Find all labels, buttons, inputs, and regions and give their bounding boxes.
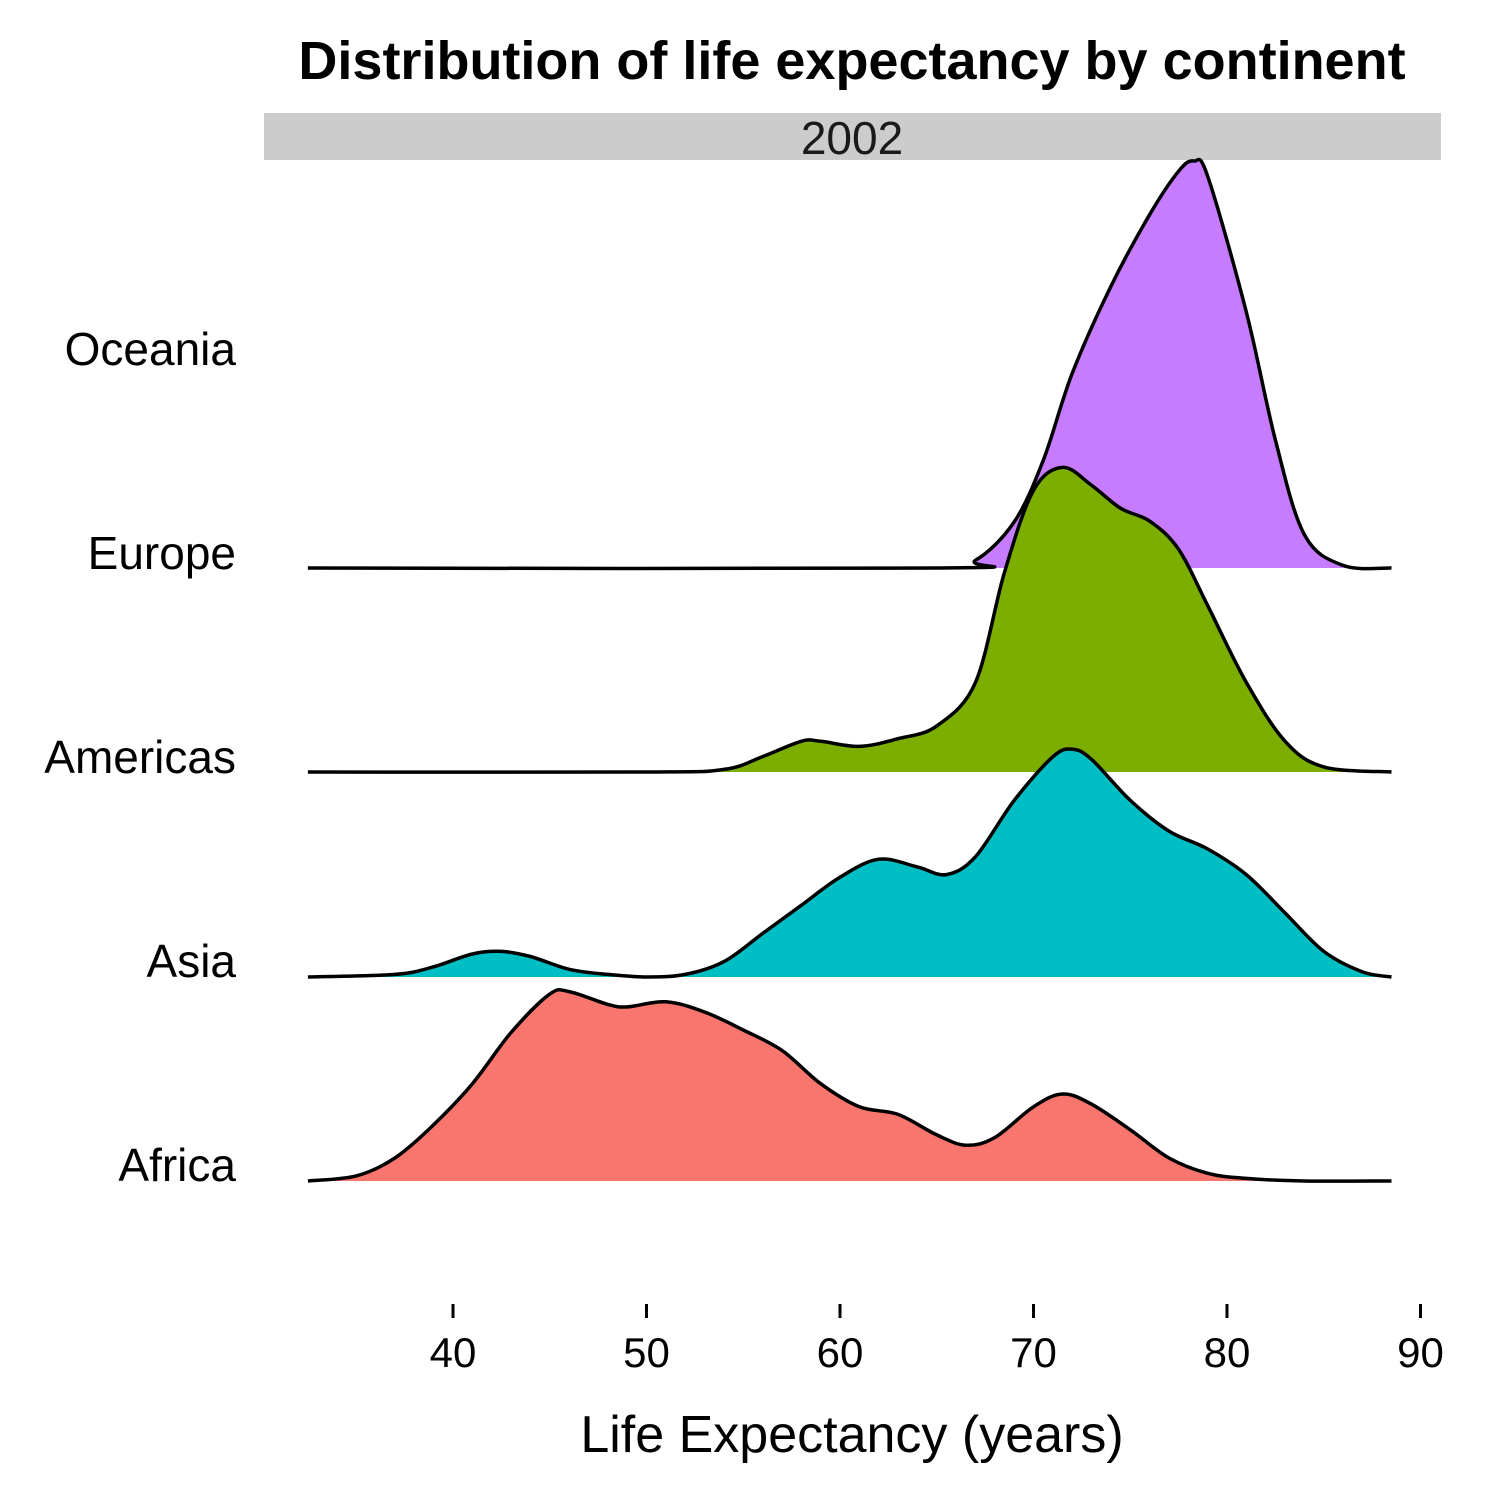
ridge-area-africa: [307, 989, 1392, 1182]
category-label-africa: Africa: [118, 1139, 236, 1191]
ridge-outline-africa: [307, 987, 1392, 1183]
facet-strip-label: 2002: [801, 112, 903, 164]
category-label-americas: Americas: [44, 731, 236, 783]
ridge-outline-americas: [307, 465, 1392, 774]
x-axis: 40 50 60 70 80 90: [430, 1304, 1444, 1376]
ridge-asia: [307, 747, 1392, 979]
ridge-outline-europe: [307, 157, 1392, 571]
category-label-asia: Asia: [147, 935, 237, 987]
category-label-europe: Europe: [88, 527, 236, 579]
x-tick-label-90: 90: [1397, 1329, 1444, 1376]
x-tick-label-50: 50: [623, 1329, 670, 1376]
ridge-europe: [307, 157, 1392, 571]
ridge-area-americas: [307, 467, 1392, 773]
x-axis-title: Life Expectancy (years): [580, 1406, 1123, 1464]
ridge-africa: [307, 987, 1392, 1183]
x-tick-label-40: 40: [430, 1329, 477, 1376]
y-axis-labels: Oceania Europe Americas Asia Africa: [44, 323, 236, 1191]
ridges-layer: [307, 157, 1392, 1183]
x-tick-label-60: 60: [817, 1329, 864, 1376]
x-tick-label-80: 80: [1204, 1329, 1251, 1376]
category-label-oceania: Oceania: [65, 323, 237, 375]
x-tick-label-70: 70: [1010, 1329, 1057, 1376]
ridge-americas: [307, 465, 1392, 774]
chart-title: Distribution of life expectancy by conti…: [298, 31, 1405, 91]
ridge-area-asia: [307, 748, 1392, 977]
facet-strip: [264, 113, 1441, 160]
ridge-outline-asia: [307, 747, 1392, 979]
ridge-area-europe: [307, 159, 1392, 569]
